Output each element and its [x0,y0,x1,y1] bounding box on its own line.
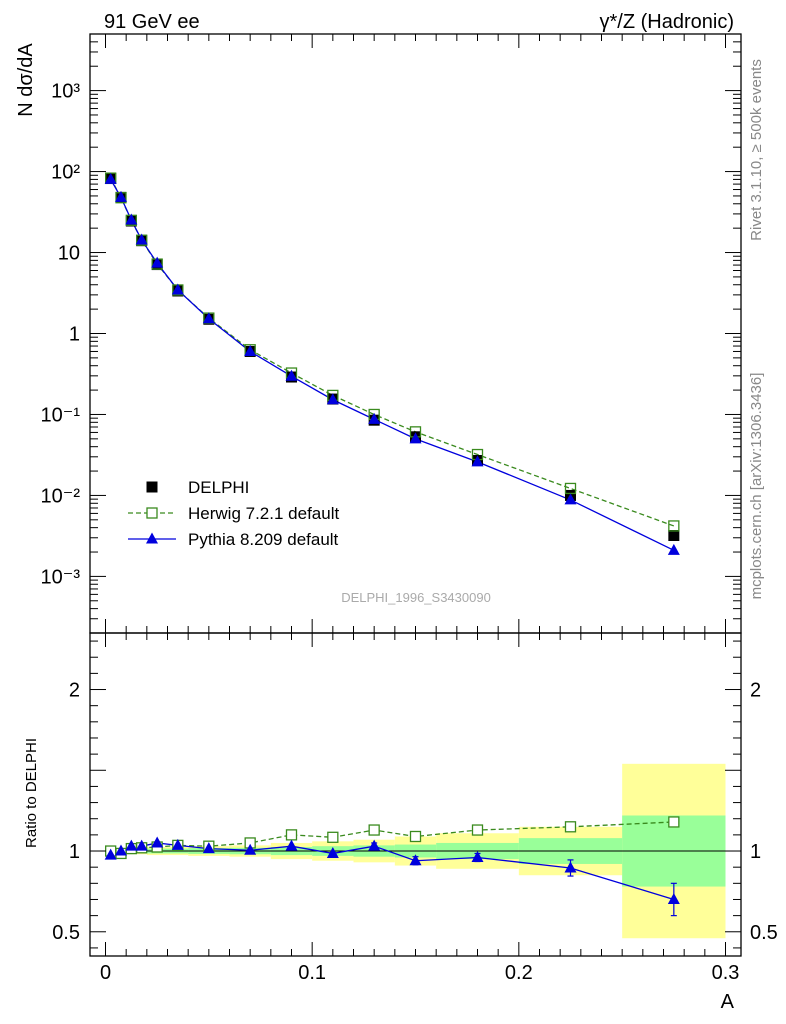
ratio-data-point [668,816,680,828]
header-right-title: γ*/Z (Hadronic) [600,11,734,33]
main-data-point [151,256,164,268]
ratio-data-point [171,838,184,850]
ratio-y-tick-label-right: 0.5 [750,922,778,944]
main-data-point [135,233,148,245]
ratio-data-point [202,842,215,854]
main-y-tick-label: 10² [51,162,80,184]
analysis-watermark: DELPHI_1996_S3430090 [341,590,491,605]
legend-marker [146,507,158,519]
ratio-data-point [471,824,484,836]
x-tick-label: 0.2 [505,962,533,984]
legend-label: DELPHI [188,478,249,497]
ratio-data-point [115,844,127,856]
main-data-point [471,455,484,467]
ratio-y-tick-label-right: 2 [750,680,761,702]
x-tick-label: 0.3 [712,962,740,984]
main-panel: 10⁻³ 10⁻² 10⁻¹ 1 10 10² 10³ [41,33,742,634]
ratio-data-point [667,892,680,904]
ratio-data-point [564,821,577,833]
main-data-point [115,190,127,202]
main-data-point [368,412,381,424]
main-y-tick-label: 10 [58,243,80,265]
legend-marker [146,481,158,493]
main-data-point [244,344,257,356]
main-y-tick-label: 1 [69,324,80,346]
mcplots-label: mcplots.cern.ch [arXiv:1306.3436] [748,373,765,600]
ratio-data-point [327,831,339,843]
ratio-y-tick-label: 2 [69,680,80,702]
ratio-data-point [471,850,484,862]
ratio-data-point [409,854,422,866]
ratio-y-tick-label: 1 [69,841,80,863]
main-data-point [285,369,298,381]
main-y-tick-label: 10⁻² [41,485,81,507]
ratio-xlabel: A [721,991,735,1013]
legend-label: Pythia 8.209 default [188,530,339,549]
main-ylabel: N dσ/dA [15,43,37,117]
main-data-point [667,543,680,555]
ratio-data-point [564,861,577,873]
legend-marker [146,532,158,544]
ratio-data-point [368,839,381,851]
main-y-tick-label: 10⁻¹ [41,404,81,426]
header-left-title: 91 GeV ee [104,11,200,33]
main-data-point [409,432,422,444]
main-data-point [104,172,117,184]
ratio-data-point [135,839,148,851]
main-data-point [125,213,138,225]
main-series-line [110,177,675,527]
legend-label: Herwig 7.2.1 default [188,504,339,523]
ratio-y-tick-label-right: 1 [750,841,761,863]
ratio-data-point [104,848,117,860]
main-data-point [171,283,184,295]
ratio-y-tick-label: 0.5 [52,922,80,944]
legend: DELPHI Herwig 7.2.1 default Pythia 8.209 d… [128,478,339,549]
ratio-data-point [326,846,339,858]
main-data-point [202,312,215,324]
main-data-point [668,520,680,532]
main-y-tick-label: 10³ [51,81,80,103]
x-tick-label: 0 [100,962,111,984]
main-data-point [564,493,577,505]
main-data-point [668,530,680,542]
x-tick-label: 0.1 [298,962,326,984]
ratio-ylabel: Ratio to DELPHI [23,738,40,848]
ratio-data-point [151,836,164,848]
main-data-point [326,393,339,405]
ratio-data-point [125,839,138,851]
ratio-data-point [409,830,422,843]
ratio-data-point [244,843,257,855]
ratio-data-point [368,824,380,836]
main-y-tick-label: 10⁻³ [41,566,81,588]
ratio-data-point [285,829,298,841]
rivet-label: Rivet 3.1.10, ≥ 500k events [748,59,765,241]
ratio-panel: 0 0.1 0.2 0.3 0.5 0.5 1 1 2 2 [52,632,778,984]
ratio-data-point [285,839,298,851]
